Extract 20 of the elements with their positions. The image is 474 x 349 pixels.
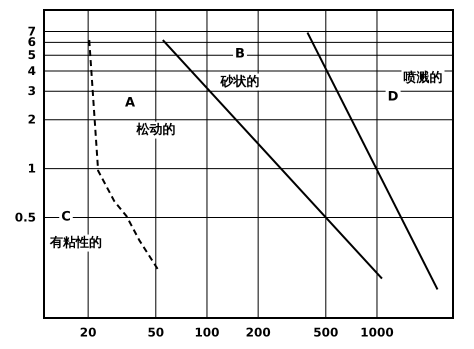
annotation: 喷溅的 [404,70,442,86]
x-tick-label: 200 [246,326,271,340]
y-tick-label: 2 [28,112,36,127]
annotation: 有粘性的 [49,236,102,251]
x-tick-label: 500 [313,326,338,340]
annotation: 松动的 [136,122,176,138]
x-tick-label: 1000 [360,326,394,340]
y-tick-label: 4 [28,64,36,78]
y-tick-label: 3 [28,84,36,98]
annotation: 砂状的 [220,74,260,90]
y-tick-label: 0.5 [14,210,36,224]
annotation: B [235,46,245,62]
y-tick-label: 1 [28,161,36,176]
x-tick-label: 50 [147,326,164,340]
annotation: D [388,90,399,105]
annotation: A [124,96,136,111]
x-tick-label: 20 [80,326,96,340]
y-tick-label: 5 [28,48,36,62]
x-tick-label: 100 [194,326,220,340]
annotation: C [61,210,71,225]
